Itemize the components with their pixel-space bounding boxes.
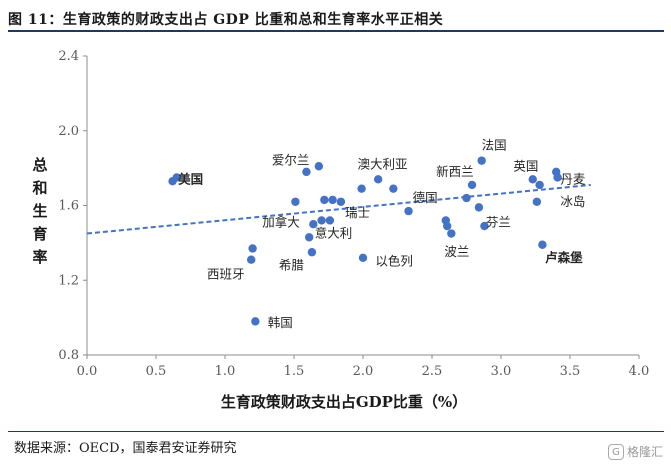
data-point (247, 255, 256, 264)
point-annotation: 西班牙 (207, 267, 245, 282)
x-tick-label: 3.0 (491, 364, 512, 379)
point-annotation: 瑞士 (345, 205, 370, 220)
data-point (357, 184, 366, 193)
source-note: 数据来源：OECD，国泰君安证券研究 (14, 441, 237, 456)
trendline-layer (86, 183, 591, 235)
data-point (538, 240, 547, 249)
data-point (535, 180, 544, 190)
data-point (477, 156, 486, 165)
point-annotation: 法国 (482, 138, 507, 153)
y-tick-label: 1.2 (58, 273, 79, 288)
data-point (474, 203, 484, 212)
point-annotation: 卢森堡 (545, 250, 583, 265)
data-point (317, 216, 326, 225)
y-tick-label: 1.6 (58, 199, 79, 214)
y-axis-label-char: 生 (32, 202, 47, 220)
scatter-chart: 0.0 0.5 1.0 1.5 2.0 2.5 3.0 3.5 4.0 0.8 1.2 1.6 2.0 2… (32, 49, 649, 411)
data-point (320, 195, 329, 205)
data-point (404, 206, 413, 216)
x-tick-label: 0.5 (146, 364, 167, 379)
data-point (467, 180, 477, 190)
points-layer (168, 156, 562, 326)
x-tick-label: 2.5 (422, 364, 443, 379)
point-annotation: 以色列 (375, 254, 413, 269)
watermark-text: 格隆汇 (626, 445, 663, 459)
point-annotation: 加拿大 (262, 214, 300, 229)
y-axis-label: 总和生育率 (32, 156, 47, 266)
data-point (462, 193, 471, 203)
y-axis-label-char: 率 (32, 248, 47, 266)
data-point (314, 162, 324, 171)
data-point (373, 175, 383, 184)
point-annotation: 意大利 (315, 226, 353, 241)
point-annotation: 丹麦 (560, 171, 586, 186)
point-annotation: 美国 (178, 171, 203, 186)
y-axis-label-char: 育 (32, 225, 47, 243)
data-point (291, 197, 300, 206)
x-tick-label: 3.5 (560, 364, 581, 379)
data-point (528, 175, 537, 184)
y-axis-label-char: 和 (32, 179, 47, 197)
x-axis-label: 生育政策财政支出占GDP比重（%） (221, 393, 467, 411)
data-point (307, 248, 317, 257)
data-point (358, 253, 368, 263)
footer-rule (8, 431, 664, 432)
data-point (447, 229, 456, 238)
y-tick-label: 2.0 (58, 124, 79, 139)
point-annotation: 希腊 (279, 257, 305, 272)
point-annotation: 澳大利亚 (357, 156, 407, 171)
data-point (248, 244, 257, 253)
x-tick-label: 2.0 (353, 364, 374, 379)
data-point (480, 221, 489, 231)
watermark-logo-icon: G (607, 443, 624, 460)
point-annotation: 芬兰 (486, 214, 511, 229)
data-point (172, 173, 181, 182)
data-point (442, 221, 452, 231)
y-tick-label: 2.4 (58, 49, 79, 64)
y-tick-label: 0.8 (58, 348, 79, 363)
x-tick-label: 1.0 (215, 364, 236, 379)
trendline (86, 183, 591, 235)
point-annotation: 冰岛 (560, 194, 585, 209)
x-tick-label: 1.5 (284, 364, 305, 379)
figure-title: 图 11：生育政策的财政支出占 GDP 比重和总和生育率水平正相关 (8, 12, 444, 28)
data-point (389, 184, 398, 193)
point-annotation: 韩国 (268, 315, 293, 330)
point-annotation: 新西兰 (436, 164, 474, 179)
data-point (553, 173, 562, 182)
data-point (251, 317, 260, 326)
y-axis-label-char: 总 (32, 156, 47, 174)
x-tick-label: 4.0 (629, 364, 650, 379)
data-point (336, 197, 346, 206)
title-underline (8, 30, 664, 32)
point-annotation: 英国 (513, 158, 538, 173)
data-point (532, 197, 542, 206)
data-point (302, 167, 311, 177)
chart-axes: 0.0 0.5 1.0 1.5 2.0 2.5 3.0 3.5 4.0 0.8 1.2 1.6 2.0 2… (58, 49, 649, 379)
point-annotation: 爱尔兰 (272, 153, 310, 168)
figure-header: 图 11：生育政策的财政支出占 GDP 比重和总和生育率水平正相关 (8, 6, 662, 32)
point-annotation: 波兰 (444, 244, 469, 259)
data-point (309, 219, 318, 229)
x-tick-label: 0.0 (77, 364, 98, 379)
data-point (304, 233, 314, 242)
point-annotation: 德国 (413, 190, 438, 205)
data-point (325, 216, 335, 225)
data-point (328, 195, 337, 205)
watermark: G 格隆汇 (607, 443, 663, 460)
